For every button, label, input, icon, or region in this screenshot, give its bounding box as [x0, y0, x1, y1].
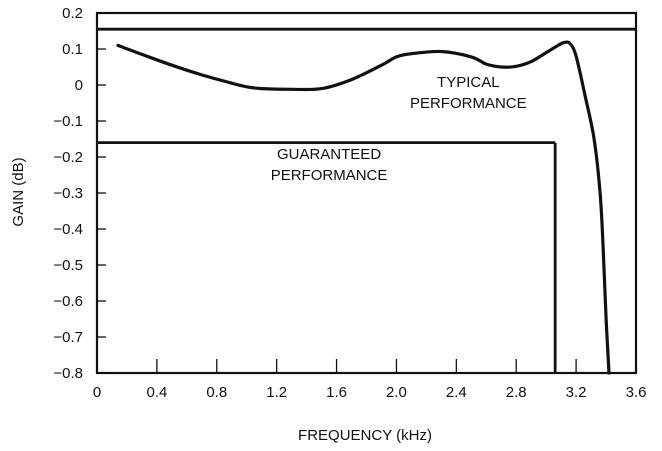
y-axis-label: GAIN (dB) [10, 157, 27, 226]
typical-curve-layer [116, 40, 611, 375]
y-tick-label: −0.3 [53, 185, 83, 202]
annotation-text: PERFORMANCE [410, 95, 527, 112]
y-tick-label: −0.7 [53, 329, 83, 346]
labels-layer: FREQUENCY (kHz) GAIN (dB) 0.2 0.1 0 −0.1 −0.… [10, 5, 646, 444]
y-tick-label: 0.1 [62, 41, 83, 58]
x-tick-label: 3.6 [626, 384, 647, 401]
y-tick-label: −0.2 [53, 149, 83, 166]
x-tick-label: 3.2 [566, 384, 587, 401]
annotation-text: PERFORMANCE [271, 167, 388, 184]
x-tick-label: 0.4 [146, 384, 167, 401]
y-tick-label: 0.2 [62, 5, 83, 22]
x-axis-label: FREQUENCY (kHz) [298, 427, 432, 444]
x-tick-label: 0.8 [206, 384, 227, 401]
x-tick-label: 1.2 [266, 384, 287, 401]
typical-gain-curve [116, 40, 611, 375]
y-tick-label: −0.4 [53, 221, 83, 238]
axes-layer [95, 11, 638, 375]
x-tick-label: 2.0 [386, 384, 407, 401]
annotation-text: GUARANTEED [277, 146, 381, 163]
y-tick-label: 0 [75, 77, 83, 94]
y-tick-label: −0.5 [53, 257, 83, 274]
y-tick-label: −0.8 [53, 365, 83, 382]
x-tick-label: 1.6 [326, 384, 347, 401]
annotation-text: TYPICAL [437, 74, 500, 91]
x-tick-label: 2.8 [506, 384, 527, 401]
guaranteed-limits-layer [97, 27, 636, 373]
y-tick-label: −0.1 [53, 113, 83, 130]
y-tick-label: −0.6 [53, 293, 83, 310]
x-tick-label: 0 [93, 384, 101, 401]
x-tick-label: 2.4 [446, 384, 467, 401]
